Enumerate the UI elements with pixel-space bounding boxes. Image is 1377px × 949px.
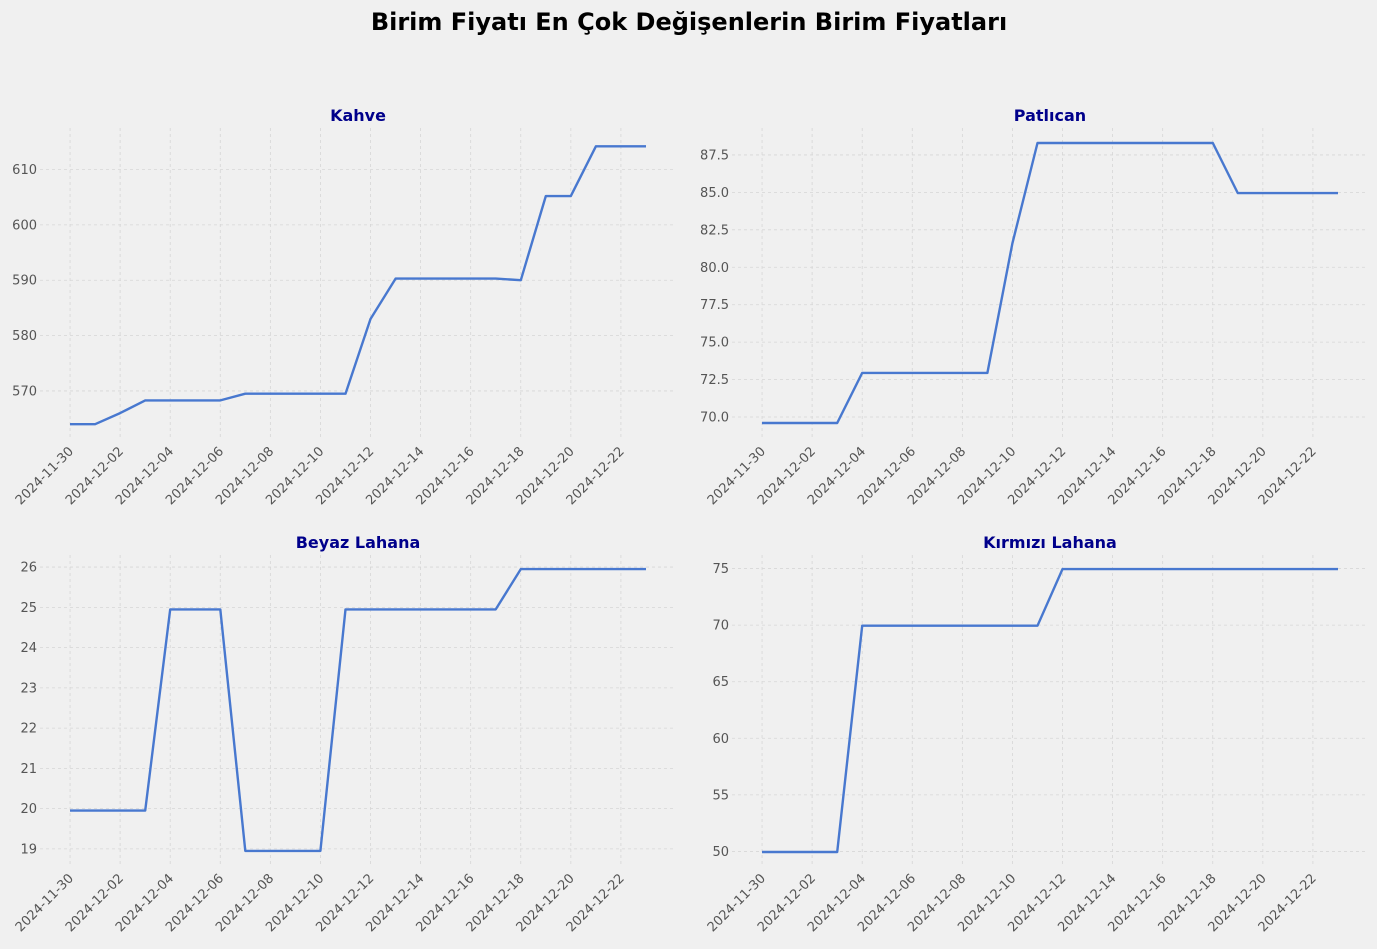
y-tick-label: 24 xyxy=(20,641,37,656)
panel-title: Beyaz Lahana xyxy=(296,533,421,552)
y-tick-label: 25 xyxy=(20,601,37,616)
y-tick-label: 20 xyxy=(20,802,37,817)
panel-title: Kahve xyxy=(330,106,386,125)
figure-title: Birim Fiyatı En Çok Değişenlerin Birim F… xyxy=(371,8,1007,36)
y-tick-label: 600 xyxy=(12,218,37,233)
y-tick-label: 60 xyxy=(712,732,729,747)
price-line xyxy=(762,567,1338,854)
y-tick-label: 610 xyxy=(12,163,37,178)
price-line xyxy=(70,145,646,426)
y-tick-label: 70 xyxy=(712,619,729,634)
y-tick-label: 82.5 xyxy=(700,223,729,238)
y-tick-label: 70.0 xyxy=(700,411,729,426)
panel-title: Kırmızı Lahana xyxy=(983,533,1117,552)
y-tick-label: 19 xyxy=(20,842,37,857)
y-tick-label: 26 xyxy=(20,561,37,576)
y-tick-label: 50 xyxy=(712,845,729,860)
y-tick-label: 570 xyxy=(12,384,37,399)
y-tick-label: 77.5 xyxy=(700,298,729,313)
y-tick-label: 87.5 xyxy=(700,148,729,163)
y-tick-label: 55 xyxy=(712,788,729,803)
y-tick-label: 23 xyxy=(20,681,37,696)
panel-title: Patlıcan xyxy=(1014,106,1086,125)
y-tick-label: 580 xyxy=(12,329,37,344)
price-line xyxy=(762,141,1338,425)
y-tick-label: 75 xyxy=(712,562,729,577)
price-line xyxy=(70,567,646,853)
y-tick-label: 72.5 xyxy=(700,373,729,388)
y-tick-label: 22 xyxy=(20,722,37,737)
y-tick-label: 85.0 xyxy=(700,186,729,201)
y-tick-label: 80.0 xyxy=(700,261,729,276)
y-tick-label: 75.0 xyxy=(700,336,729,351)
y-tick-label: 590 xyxy=(12,274,37,289)
y-tick-label: 21 xyxy=(20,762,37,777)
y-tick-label: 65 xyxy=(712,675,729,690)
